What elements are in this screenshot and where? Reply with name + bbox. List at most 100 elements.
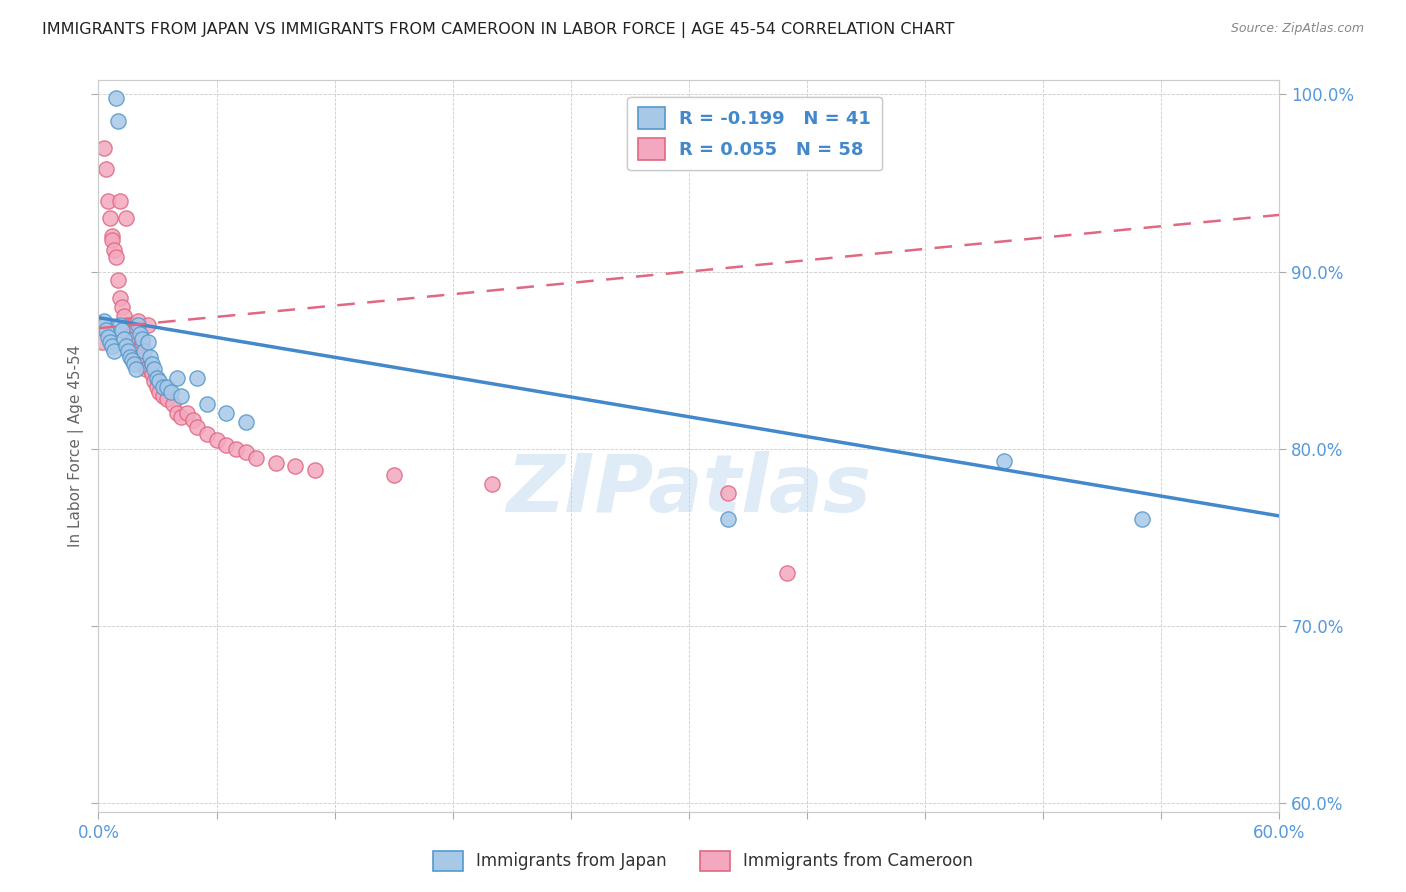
Point xyxy=(170,409,193,424)
Point xyxy=(96,323,118,337)
Point xyxy=(141,357,163,371)
Point xyxy=(101,339,124,353)
Point xyxy=(98,335,121,350)
Point xyxy=(117,326,139,341)
Point xyxy=(122,357,145,371)
Point xyxy=(170,388,193,402)
Point xyxy=(121,318,143,332)
Point xyxy=(97,330,120,344)
Point xyxy=(93,314,115,328)
Point xyxy=(128,326,150,341)
Point xyxy=(215,438,238,452)
Point xyxy=(115,339,138,353)
Point xyxy=(156,392,179,406)
Point xyxy=(215,406,238,420)
Point xyxy=(481,477,503,491)
Point xyxy=(235,445,257,459)
Point xyxy=(91,335,114,350)
Point xyxy=(105,251,128,265)
Point xyxy=(118,350,141,364)
Point xyxy=(127,318,149,332)
Point xyxy=(1130,512,1153,526)
Point xyxy=(156,379,179,393)
Point xyxy=(118,318,141,332)
Legend: Immigrants from Japan, Immigrants from Cameroon: Immigrants from Japan, Immigrants from C… xyxy=(425,842,981,880)
Point xyxy=(98,211,121,226)
Point xyxy=(142,375,165,389)
Point xyxy=(152,388,174,402)
Text: IMMIGRANTS FROM JAPAN VS IMMIGRANTS FROM CAMEROON IN LABOR FORCE | AGE 45-54 COR: IMMIGRANTS FROM JAPAN VS IMMIGRANTS FROM… xyxy=(42,22,955,38)
Point xyxy=(205,433,228,447)
Point xyxy=(264,456,287,470)
Point xyxy=(776,566,799,580)
Point xyxy=(132,357,155,371)
Point xyxy=(101,229,124,244)
Point xyxy=(142,362,165,376)
Point xyxy=(127,314,149,328)
Point xyxy=(131,332,153,346)
Point xyxy=(108,318,131,332)
Point xyxy=(195,427,218,442)
Point xyxy=(122,344,145,359)
Point xyxy=(138,350,160,364)
Point xyxy=(148,375,170,389)
Point xyxy=(127,353,149,368)
Point xyxy=(146,379,169,393)
Point xyxy=(160,384,183,399)
Legend: R = -0.199   N = 41, R = 0.055   N = 58: R = -0.199 N = 41, R = 0.055 N = 58 xyxy=(627,96,882,170)
Point xyxy=(115,211,138,226)
Point xyxy=(121,353,143,368)
Point xyxy=(118,339,141,353)
Point xyxy=(284,459,307,474)
Point xyxy=(148,384,170,399)
Point xyxy=(108,194,131,208)
Point xyxy=(235,415,257,429)
Point xyxy=(162,397,184,411)
Point xyxy=(108,291,131,305)
Point xyxy=(176,406,198,420)
Point xyxy=(131,353,153,368)
Point xyxy=(146,371,169,385)
Point xyxy=(141,368,163,382)
Point xyxy=(112,309,135,323)
Point xyxy=(136,318,159,332)
Point xyxy=(103,344,125,359)
Text: ZIPatlas: ZIPatlas xyxy=(506,450,872,529)
Point xyxy=(152,379,174,393)
Point xyxy=(122,318,145,332)
Point xyxy=(186,420,208,434)
Point xyxy=(101,233,124,247)
Point xyxy=(125,362,148,376)
Point xyxy=(225,442,247,456)
Point xyxy=(107,273,129,287)
Point xyxy=(128,350,150,364)
Point xyxy=(91,318,114,332)
Point xyxy=(97,194,120,208)
Point xyxy=(103,244,125,258)
Point xyxy=(166,406,188,420)
Point xyxy=(93,140,115,154)
Point xyxy=(93,318,115,332)
Point xyxy=(138,362,160,376)
Point xyxy=(181,413,204,427)
Point xyxy=(304,463,326,477)
Point xyxy=(115,318,138,332)
Point xyxy=(717,486,740,500)
Point xyxy=(117,344,139,359)
Point xyxy=(993,454,1015,468)
Y-axis label: In Labor Force | Age 45-54: In Labor Force | Age 45-54 xyxy=(67,345,83,547)
Point xyxy=(125,344,148,359)
Text: Source: ZipAtlas.com: Source: ZipAtlas.com xyxy=(1230,22,1364,36)
Point xyxy=(121,332,143,346)
Point xyxy=(131,335,153,350)
Point xyxy=(717,512,740,526)
Point xyxy=(107,114,129,128)
Point xyxy=(111,300,134,314)
Point xyxy=(166,371,188,385)
Point xyxy=(136,335,159,350)
Point xyxy=(112,332,135,346)
Point xyxy=(132,344,155,359)
Point xyxy=(105,91,128,105)
Point xyxy=(195,397,218,411)
Point xyxy=(186,371,208,385)
